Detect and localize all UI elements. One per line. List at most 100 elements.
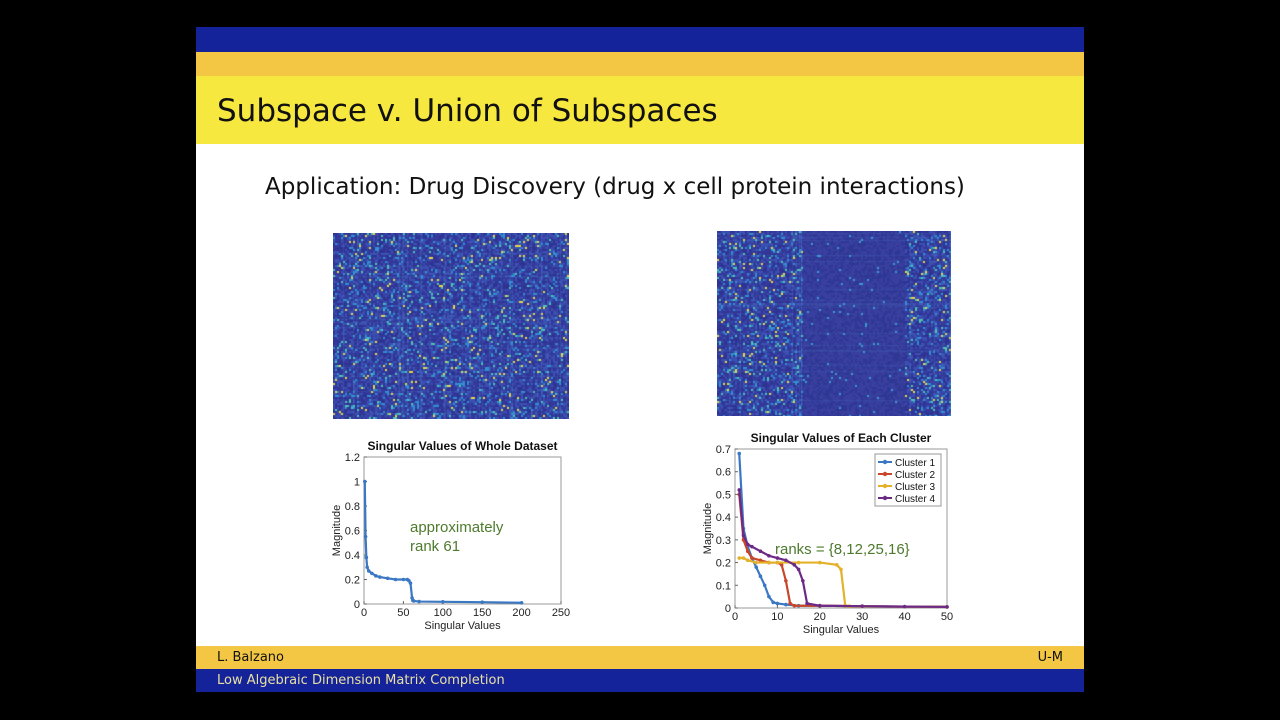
series-point — [784, 558, 788, 563]
series-point — [411, 599, 416, 603]
series-point — [796, 567, 801, 572]
series-point — [737, 488, 742, 492]
x-tick-label: 50 — [397, 607, 409, 619]
chart-title: Singular Values of Whole Dataset — [367, 439, 557, 453]
legend-label: Cluster 2 — [895, 470, 935, 481]
series-point — [775, 560, 780, 565]
series-point — [519, 600, 524, 605]
series-point — [441, 599, 445, 604]
slide: Subspace v. Union of Subspaces Applicati… — [196, 27, 1084, 692]
legend-marker — [882, 495, 888, 501]
x-tick-label: 0 — [732, 611, 738, 623]
y-tick-label: 0.2 — [716, 558, 731, 570]
y-tick-label: 0.3 — [716, 535, 731, 547]
footer-author: L. Balzano — [217, 650, 284, 665]
series-point — [839, 567, 843, 572]
y-axis-label: Magnitude — [702, 503, 714, 554]
y-tick-label: 0.6 — [716, 467, 731, 479]
slide-subtitle: Application: Drug Discovery (drug x cell… — [265, 174, 965, 200]
legend-label: Cluster 3 — [895, 482, 935, 493]
title-band — [196, 76, 1084, 144]
y-tick-label: 0.1 — [716, 580, 731, 592]
series-point — [792, 603, 797, 608]
footer-yellow-band — [196, 646, 1084, 669]
series-point — [364, 555, 369, 560]
series-point — [767, 553, 771, 558]
series-point — [377, 575, 382, 579]
series-point — [784, 602, 788, 607]
series-point — [737, 556, 742, 560]
series-point — [745, 558, 750, 563]
series-point — [805, 601, 809, 606]
series-point — [771, 600, 775, 605]
series-point — [860, 604, 864, 608]
header-blue-band — [196, 27, 1084, 52]
series-point — [374, 574, 378, 578]
x-tick-label: 200 — [512, 607, 530, 619]
series-point — [796, 560, 801, 565]
series-point — [758, 574, 763, 578]
y-tick-label: 0 — [354, 599, 360, 611]
footer-institution: U-M — [1037, 650, 1063, 665]
series-point — [775, 601, 780, 606]
x-tick-label: 10 — [771, 611, 783, 623]
y-tick-label: 1.2 — [345, 452, 360, 464]
x-tick-label: 50 — [941, 611, 953, 623]
series-line-4 — [738, 489, 948, 608]
heatmap-clustered — [717, 231, 951, 416]
slide-title: Subspace v. Union of Subspaces — [217, 93, 718, 129]
y-tick-label: 0.6 — [345, 526, 360, 538]
series-point — [362, 479, 367, 484]
y-tick-label: 0.4 — [345, 550, 360, 562]
series-point — [385, 576, 390, 581]
annotation-text: ranks = {8,12,25,16} — [775, 541, 910, 558]
series-point — [745, 549, 750, 554]
series-point — [754, 560, 758, 565]
series-point — [750, 556, 754, 560]
series-point — [365, 565, 369, 570]
y-tick-label: 0.7 — [716, 444, 731, 456]
series-point — [818, 560, 822, 565]
y-tick-label: 0.4 — [716, 512, 731, 524]
x-tick-label: 250 — [552, 607, 570, 619]
series-point — [737, 451, 742, 456]
x-axis-label: Singular Values — [424, 620, 501, 632]
footer-talk-title: Low Algebraic Dimension Matrix Completio… — [217, 673, 505, 688]
x-tick-label: 40 — [898, 611, 910, 623]
series-point — [779, 563, 784, 567]
header-yellow-band — [196, 52, 1084, 76]
series-point — [408, 581, 413, 585]
legend-marker — [882, 471, 888, 477]
series-point — [902, 604, 907, 609]
legend-label: Cluster 4 — [895, 494, 935, 505]
series-point — [818, 603, 822, 608]
y-tick-label: 1 — [354, 477, 360, 489]
series-point — [767, 560, 771, 565]
footer-blue-band — [196, 669, 1084, 692]
series-point — [834, 563, 839, 567]
series-point — [775, 556, 780, 560]
plot-area — [734, 448, 948, 609]
series-point — [363, 534, 368, 539]
chart-title: Singular Values of Each Cluster — [751, 431, 932, 445]
y-tick-label: 0 — [725, 603, 731, 615]
series-point — [401, 577, 406, 582]
x-tick-label: 100 — [434, 607, 452, 619]
legend-marker — [882, 483, 888, 489]
legend-marker — [882, 459, 888, 465]
series-point — [745, 542, 750, 547]
series-point — [788, 601, 792, 606]
series-point — [758, 549, 763, 554]
series-point — [417, 599, 421, 604]
x-tick-label: 0 — [361, 607, 367, 619]
series-point — [762, 583, 767, 588]
heatmap-whole-dataset — [333, 233, 569, 419]
y-tick-label: 0.2 — [345, 575, 360, 587]
series-point — [741, 556, 746, 560]
y-tick-label: 0.8 — [345, 501, 360, 513]
series-point — [784, 578, 788, 583]
series-point — [393, 577, 398, 582]
series-point — [750, 544, 754, 549]
x-tick-label: 30 — [856, 611, 868, 623]
annotation-text: approximately — [410, 519, 504, 536]
